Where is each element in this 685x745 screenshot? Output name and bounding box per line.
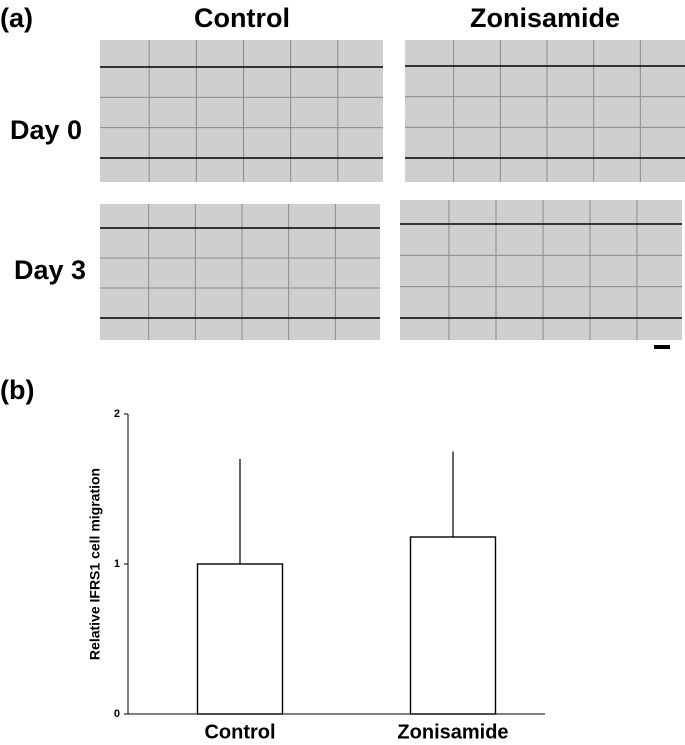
micrograph [400,200,682,340]
x-tick-label: Control [204,721,275,743]
micrograph [405,40,685,182]
panel-label: (a) [0,3,33,33]
row-label: Day 3 [14,255,86,285]
micrograph [100,40,383,182]
bar [409,536,497,715]
micrograph [100,204,380,340]
column-label: Zonisamide [470,3,620,33]
y-tick-label: 1 [114,558,120,570]
y-axis-label: Relative IFRS1 cell migration [87,468,103,660]
bar [196,563,284,715]
panel-label: (b) [0,375,34,405]
row-label: Day 0 [10,115,82,145]
y-tick-label: 0 [114,708,120,720]
y-tick-label: 2 [114,408,120,420]
scale-bar [654,345,670,349]
micrographs [100,40,685,340]
x-tick-label: Zonisamide [397,721,508,743]
column-label: Control [194,3,290,33]
